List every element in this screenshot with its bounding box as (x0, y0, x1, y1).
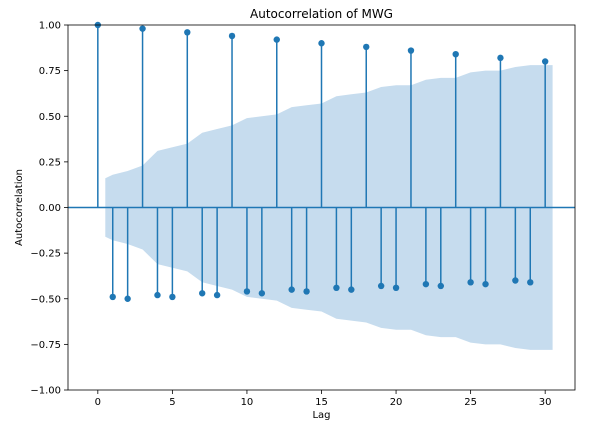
x-tick-label: 15 (315, 397, 328, 408)
y-tick-label: −0.50 (30, 294, 61, 305)
y-tick-label: 1.00 (39, 21, 61, 32)
y-tick-label: −0.75 (30, 340, 61, 351)
acf-point (512, 277, 519, 284)
acf-point (377, 282, 385, 290)
x-tick-label: 20 (390, 397, 403, 408)
acf-point (452, 51, 459, 58)
acf-point (482, 280, 489, 288)
acf-point (184, 29, 191, 36)
acf-point (541, 58, 549, 65)
acf-point (437, 282, 444, 290)
x-tick-label: 5 (169, 397, 175, 408)
acf-point (527, 279, 534, 286)
acf-point (169, 293, 176, 301)
acf-point (273, 36, 280, 43)
acf-point (124, 295, 131, 302)
acf-point (228, 32, 236, 40)
y-tick-label: 0.00 (39, 203, 61, 214)
acf-point (333, 284, 340, 291)
x-axis-title: Lag (312, 410, 330, 421)
acf-point (407, 47, 415, 54)
x-tick-label: 0 (95, 397, 101, 408)
acf-point (348, 286, 355, 293)
y-tick-label: −1.00 (30, 386, 61, 397)
acf-point (467, 279, 474, 286)
acf-point (213, 291, 221, 299)
acf-point (497, 54, 504, 62)
acf-point (109, 293, 116, 301)
y-tick-label: −0.25 (30, 249, 61, 260)
plot-area (68, 21, 575, 350)
y-axis-ticks: −1.00 −0.75 −0.50 −0.25 0.00 0.25 0.50 0.75 1.00 (30, 21, 68, 397)
acf-point (318, 40, 325, 47)
y-tick-label: 0.25 (39, 157, 61, 168)
acf-point (422, 280, 430, 288)
acf-point (243, 288, 251, 295)
x-tick-label: 25 (464, 397, 477, 408)
x-tick-label: 10 (241, 397, 254, 408)
acf-point (154, 291, 161, 299)
acf-point (258, 290, 266, 297)
x-axis-ticks: 0 5 10 15 20 25 30 (95, 390, 552, 408)
acf-point (139, 25, 146, 32)
acf-point (392, 284, 400, 291)
acf-point (288, 286, 295, 293)
y-tick-label: 0.75 (39, 66, 61, 77)
acf-point (363, 43, 370, 51)
acf-point (199, 290, 206, 297)
y-axis-title: Autocorrelation (14, 169, 25, 246)
chart-title: Autocorrelation of MWG (250, 7, 393, 21)
acf-point (303, 288, 310, 295)
y-tick-label: 0.50 (39, 112, 61, 123)
x-tick-label: 30 (539, 397, 552, 408)
